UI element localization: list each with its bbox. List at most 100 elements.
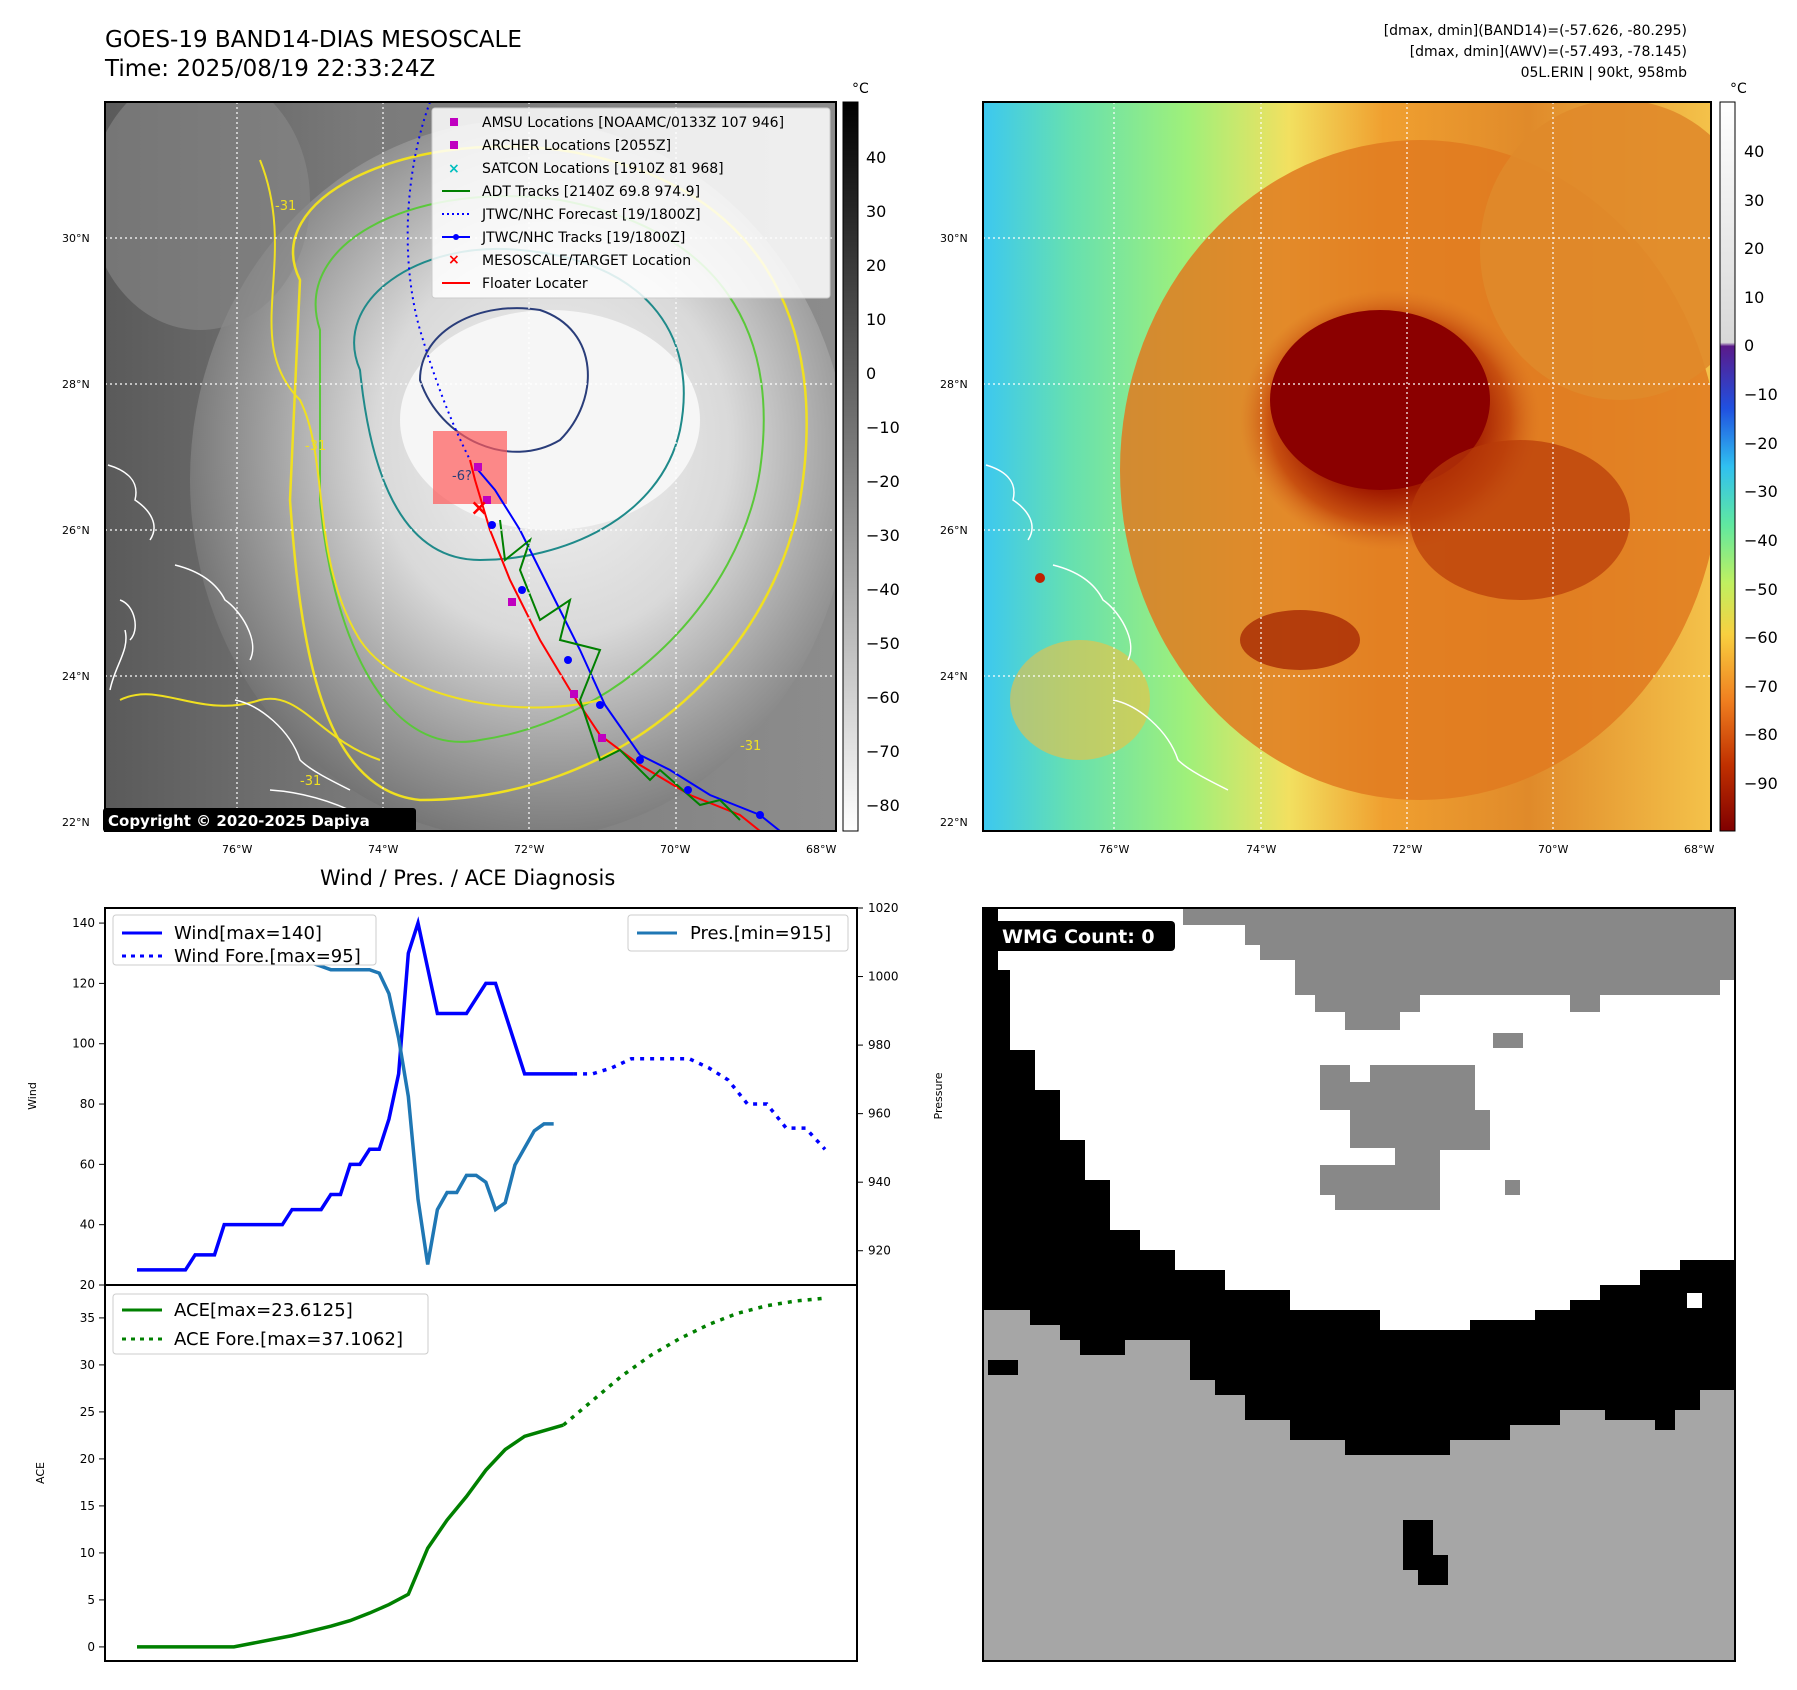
wind-tick-label: 120 — [72, 976, 95, 990]
svg-text:74°W: 74°W — [1246, 843, 1276, 856]
svg-text:−40: −40 — [866, 580, 900, 599]
svg-text:−30: −30 — [1744, 482, 1778, 501]
svg-text:−90: −90 — [1744, 774, 1778, 793]
svg-text:30: 30 — [1744, 191, 1764, 210]
wind-tick-label: 40 — [80, 1218, 95, 1232]
svg-text:72°W: 72°W — [1392, 843, 1422, 856]
svg-text:−80: −80 — [866, 796, 900, 815]
ace-axis-label: ACE — [34, 1462, 47, 1484]
mesoscale-box — [433, 431, 507, 504]
svg-text:28°N: 28°N — [940, 378, 968, 391]
svg-text:20: 20 — [866, 256, 886, 275]
legend-label-floater: Floater Locater — [482, 276, 588, 292]
contour-label-4: -6? — [452, 469, 472, 484]
legend-marker-amsu — [450, 118, 458, 126]
svg-text:−10: −10 — [1744, 385, 1778, 404]
contour-label-2: -31 — [305, 439, 326, 454]
svg-text:22°N: 22°N — [62, 816, 90, 829]
ace-tick-label: 10 — [80, 1546, 95, 1560]
ace-legend — [112, 1293, 429, 1355]
svg-text:76°W: 76°W — [1099, 843, 1129, 856]
contour-label-3: -31 — [740, 739, 761, 754]
svg-text:40: 40 — [1744, 142, 1764, 161]
legend-label-amsu: AMSU Locations [NOAAMC/0133Z 107 946] — [482, 115, 784, 131]
ace-tick-label: 30 — [80, 1358, 95, 1372]
awv-imagery-panel — [983, 102, 1711, 831]
svg-text:−60: −60 — [866, 688, 900, 707]
svg-text:−20: −20 — [866, 472, 900, 491]
svg-text:24°N: 24°N — [62, 670, 90, 683]
figure-time: Time: 2025/08/19 22:33:24Z — [105, 56, 436, 82]
pressure-tick-label: 1000 — [868, 970, 899, 984]
svg-text:68°W: 68°W — [1684, 843, 1714, 856]
svg-text:−70: −70 — [866, 742, 900, 761]
ace-tick-label: 25 — [80, 1405, 95, 1419]
ace-tick-label: 20 — [80, 1452, 95, 1466]
pressure-tick-label: 940 — [868, 1175, 891, 1189]
colorbar-ir-ticks: 40 30 20 10 0 −10 −20 −30 −40 −50 −60 −7… — [866, 148, 900, 815]
svg-text:10: 10 — [1744, 288, 1764, 307]
ace-tick-label: 5 — [87, 1593, 95, 1607]
band14-range: [dmax, dmin](BAND14)=(-57.626, -80.295) — [1383, 23, 1687, 39]
legend-marker-archer — [450, 141, 458, 149]
svg-text:0: 0 — [866, 364, 876, 383]
svg-text:68°W: 68°W — [806, 843, 836, 856]
wind-pressure-chart: 140 120 100 80 60 40 20 1020 1000 980 960 940 920 W… — [26, 901, 945, 1292]
ace-line — [137, 1423, 564, 1649]
wind-fore-legend-label: Wind Fore.[max=95] — [174, 946, 361, 967]
contour-label-1: -31 — [275, 199, 296, 214]
wmg-count-badge — [993, 921, 1175, 951]
svg-text:22°N: 22°N — [940, 816, 968, 829]
svg-text:−20: −20 — [1744, 434, 1778, 453]
pressure-axis-label: Pressure — [932, 1072, 945, 1119]
svg-text:40: 40 — [866, 148, 886, 167]
ace-tick-label: 35 — [80, 1311, 95, 1325]
legend-label-satcon: SATCON Locations [1910Z 81 968] — [482, 161, 724, 177]
pressure-legend — [627, 914, 849, 952]
wind-forecast-line — [573, 1057, 827, 1151]
svg-text:30°N: 30°N — [940, 232, 968, 245]
contour-label-5: -31 — [300, 774, 321, 789]
svg-text:−70: −70 — [1744, 677, 1778, 696]
pressure-tick-label: 920 — [868, 1244, 891, 1258]
svg-text:−30: −30 — [866, 526, 900, 545]
svg-text:−50: −50 — [866, 634, 900, 653]
figure-title: GOES-19 BAND14-DIAS MESOSCALE — [105, 27, 522, 53]
colorbar-awv-ticks: 40 30 20 10 0 −10 −20 −30 −40 −50 −60 −7… — [1744, 142, 1778, 793]
wmg-count-label: WMG Count: 0 — [1002, 926, 1155, 948]
awv-lat-labels: 30°N 28°N 26°N 24°N 22°N — [940, 232, 968, 829]
svg-text:−10: −10 — [866, 418, 900, 437]
wind-line — [137, 916, 574, 1272]
map-legend: × × AMSU Locations [NOAAMC/0133Z 107 946… — [431, 107, 831, 299]
pressure-tick-label: 980 — [868, 1038, 891, 1052]
copyright-text: Copyright © 2020-2025 Dapiya — [108, 812, 370, 830]
awv-range: [dmax, dmin](AWV)=(-57.493, -78.145) — [1409, 44, 1687, 60]
svg-text:70°W: 70°W — [1538, 843, 1568, 856]
svg-text:×: × — [470, 496, 488, 521]
wind-legend — [112, 914, 377, 966]
colorbar-ir — [842, 101, 859, 832]
wind-chart-title: Wind / Pres. / ACE Diagnosis — [320, 866, 616, 890]
legend-label-tracks: JTWC/NHC Tracks [19/1800Z] — [481, 230, 685, 246]
colorbar-ir-unit: °C — [852, 81, 869, 97]
ace-tick-label: 15 — [80, 1499, 95, 1513]
legend-label-archer: ARCHER Locations [2055Z] — [482, 138, 671, 154]
svg-text:76°W: 76°W — [222, 843, 252, 856]
svg-text:0: 0 — [1744, 336, 1754, 355]
svg-text:72°W: 72°W — [514, 843, 544, 856]
copyright-badge — [103, 808, 416, 832]
legend-label-target: MESOSCALE/TARGET Location — [482, 253, 691, 269]
ir-lon-labels: 76°W 74°W 72°W 70°W 68°W — [222, 843, 836, 856]
colorbar-awv — [1719, 101, 1736, 832]
colorbar-awv-unit: °C — [1730, 81, 1747, 97]
svg-text:28°N: 28°N — [62, 378, 90, 391]
ace-tick-label: 0 — [87, 1640, 95, 1654]
ace-fore-legend-label: ACE Fore.[max=37.1062] — [174, 1329, 403, 1350]
pressure-legend-label: Pres.[min=915] — [690, 923, 831, 944]
wmg-panel: WMG Count: 0 — [982, 907, 1736, 1662]
ir-lat-labels: 30°N 28°N 26°N 24°N 22°N — [62, 232, 90, 829]
wind-tick-label: 60 — [80, 1157, 95, 1171]
wind-legend-label: Wind[max=140] — [174, 923, 322, 944]
ace-chart: 35 30 25 20 15 10 5 0 ACE ACE[max=23.6125] ACE … — [34, 1284, 858, 1662]
